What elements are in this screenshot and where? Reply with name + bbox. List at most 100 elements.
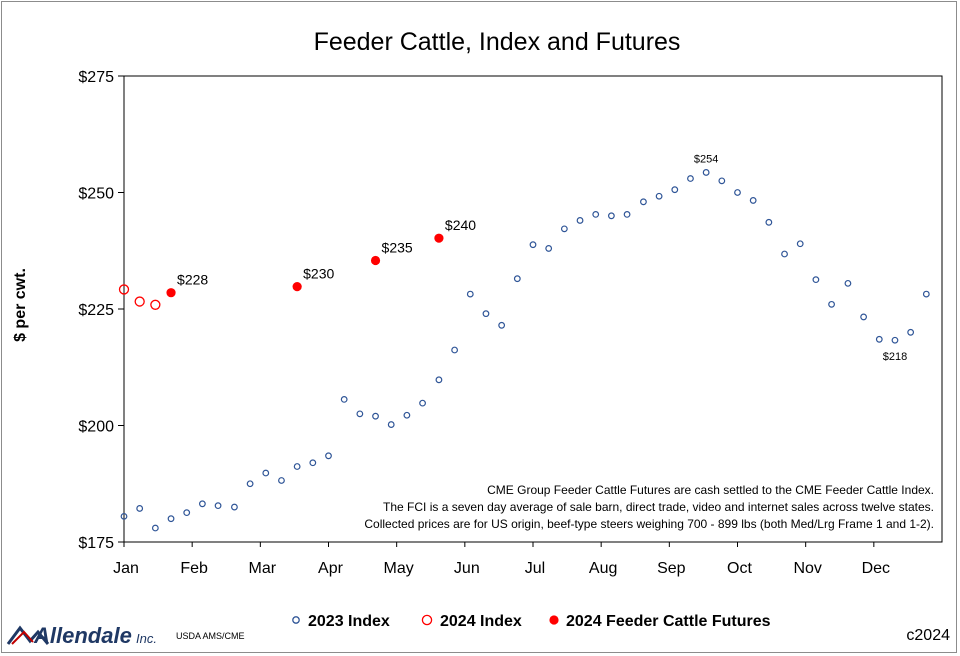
logo-name: Allendale (33, 623, 132, 648)
data-label-futures: $240 (445, 217, 476, 233)
x-tick-label: Apr (318, 560, 344, 577)
x-tick-label: Jun (454, 560, 480, 577)
point-2024-futures (370, 255, 381, 266)
point-2023-index (576, 217, 584, 224)
point-2023-index (466, 290, 474, 298)
point-2023-index (325, 452, 332, 460)
point-2023-index (293, 463, 301, 470)
point-2023-index (372, 412, 379, 420)
x-tick-label: Mar (249, 560, 277, 577)
point-2023-index (167, 515, 175, 523)
point-2023-index (482, 310, 490, 318)
x-tick-label: Oct (727, 560, 752, 577)
annotation-line-2: The FCI is a seven day average of sale b… (383, 500, 934, 514)
data-label-futures: $235 (382, 240, 413, 256)
point-2023-index (922, 290, 930, 298)
legend-marker-2024-index (421, 614, 433, 626)
x-axis-ticks: Jan Feb Mar Apr May Jun Jul Aug Sep Oct Nov Dec (113, 542, 890, 577)
x-tick-label: Dec (862, 560, 890, 577)
point-2023-index (356, 410, 364, 418)
point-2023-index (246, 480, 254, 488)
point-2023-index (529, 241, 537, 249)
point-2023-index (702, 169, 710, 176)
point-2024-index (150, 299, 161, 310)
logo-suffix: Inc. (136, 631, 157, 646)
y-tick-label: $250 (78, 186, 114, 203)
point-2023-index (734, 189, 741, 196)
y-tick-label: $175 (78, 535, 114, 552)
legend-label-2024-index: 2024 Index (440, 613, 522, 630)
x-tick-label: Nov (793, 560, 821, 577)
point-2023-index (214, 502, 222, 510)
chart-title: Feeder Cattle, Index and Futures (314, 28, 681, 56)
y-tick-label: $275 (78, 69, 114, 86)
plot-area-border (123, 75, 943, 543)
data-label-futures: $228 (177, 272, 208, 288)
annotation-note: CME Group Feeder Cattle Futures are cash… (364, 483, 934, 531)
copyright-note: c2024 (906, 627, 950, 644)
axes (123, 75, 943, 543)
x-tick-label: Jul (525, 560, 545, 577)
series-2024-feeder-cattle-futures (166, 233, 444, 298)
point-2023-index (387, 421, 395, 428)
point-2023-index (671, 186, 679, 194)
data-points (118, 169, 930, 532)
y-tick-label: $225 (78, 302, 114, 319)
point-2023-index (640, 198, 647, 206)
point-2023-index (513, 275, 521, 283)
point-2023-index (828, 300, 835, 308)
point-2023-index (403, 411, 411, 419)
point-2023-index (891, 336, 899, 344)
source-note: USDA AMS/CME (176, 631, 245, 641)
point-2023-index (687, 175, 694, 182)
legend-marker-2023-index (292, 616, 300, 624)
point-2023-index (860, 313, 868, 321)
point-2023-index (875, 335, 883, 343)
series-2023-index (120, 169, 930, 532)
point-2024-futures (166, 288, 176, 298)
allendale-logo: Allendale Inc. (6, 623, 157, 648)
logo-mountain-icon (6, 625, 50, 645)
point-2023-index (340, 396, 348, 403)
point-2023-index (278, 477, 285, 484)
y-axis-ticks: $175 $200 $225 $250 $275 (78, 69, 124, 552)
point-2023-index (451, 346, 459, 354)
point-2024-index (118, 284, 130, 295)
point-2023-index (592, 211, 600, 218)
x-tick-label: Jan (113, 560, 139, 577)
point-2023-index (498, 321, 506, 329)
legend: 2023 Index 2024 Index 2024 Feeder Cattle… (292, 613, 771, 630)
data-label-index-low: $218 (883, 351, 907, 363)
point-2024-futures (292, 282, 302, 292)
point-2023-index (231, 503, 238, 511)
point-2023-index (812, 276, 820, 284)
point-2023-index (749, 197, 757, 204)
data-label-futures: $230 (303, 266, 334, 282)
point-2023-index (796, 240, 804, 248)
point-2023-index (718, 177, 726, 185)
point-2023-index (136, 505, 144, 512)
point-2023-index (623, 211, 631, 218)
point-2023-index (120, 512, 128, 520)
point-2023-index (607, 212, 615, 220)
point-2023-index (560, 225, 568, 233)
point-2023-index (844, 279, 852, 287)
annotation-line-3: Collected prices are for US origin, beef… (364, 517, 934, 531)
y-axis-label: $ per cwt. (12, 268, 29, 342)
point-2023-index (419, 399, 426, 407)
annotation-line-1: CME Group Feeder Cattle Futures are cash… (487, 483, 934, 497)
point-2023-index (151, 524, 159, 532)
legend-marker-2024-futures (549, 615, 559, 625)
point-2024-index (134, 296, 145, 307)
point-2024-futures (434, 233, 444, 243)
point-2023-index (198, 500, 206, 508)
data-label-index-peak: $254 (694, 153, 718, 165)
point-2023-index (435, 376, 443, 384)
point-2023-index (183, 509, 191, 517)
series-2024-index (118, 284, 161, 310)
point-2023-index (781, 250, 788, 258)
legend-label-2024-futures: 2024 Feeder Cattle Futures (566, 613, 771, 630)
point-2023-index (309, 459, 317, 467)
x-tick-label: Feb (180, 560, 208, 577)
